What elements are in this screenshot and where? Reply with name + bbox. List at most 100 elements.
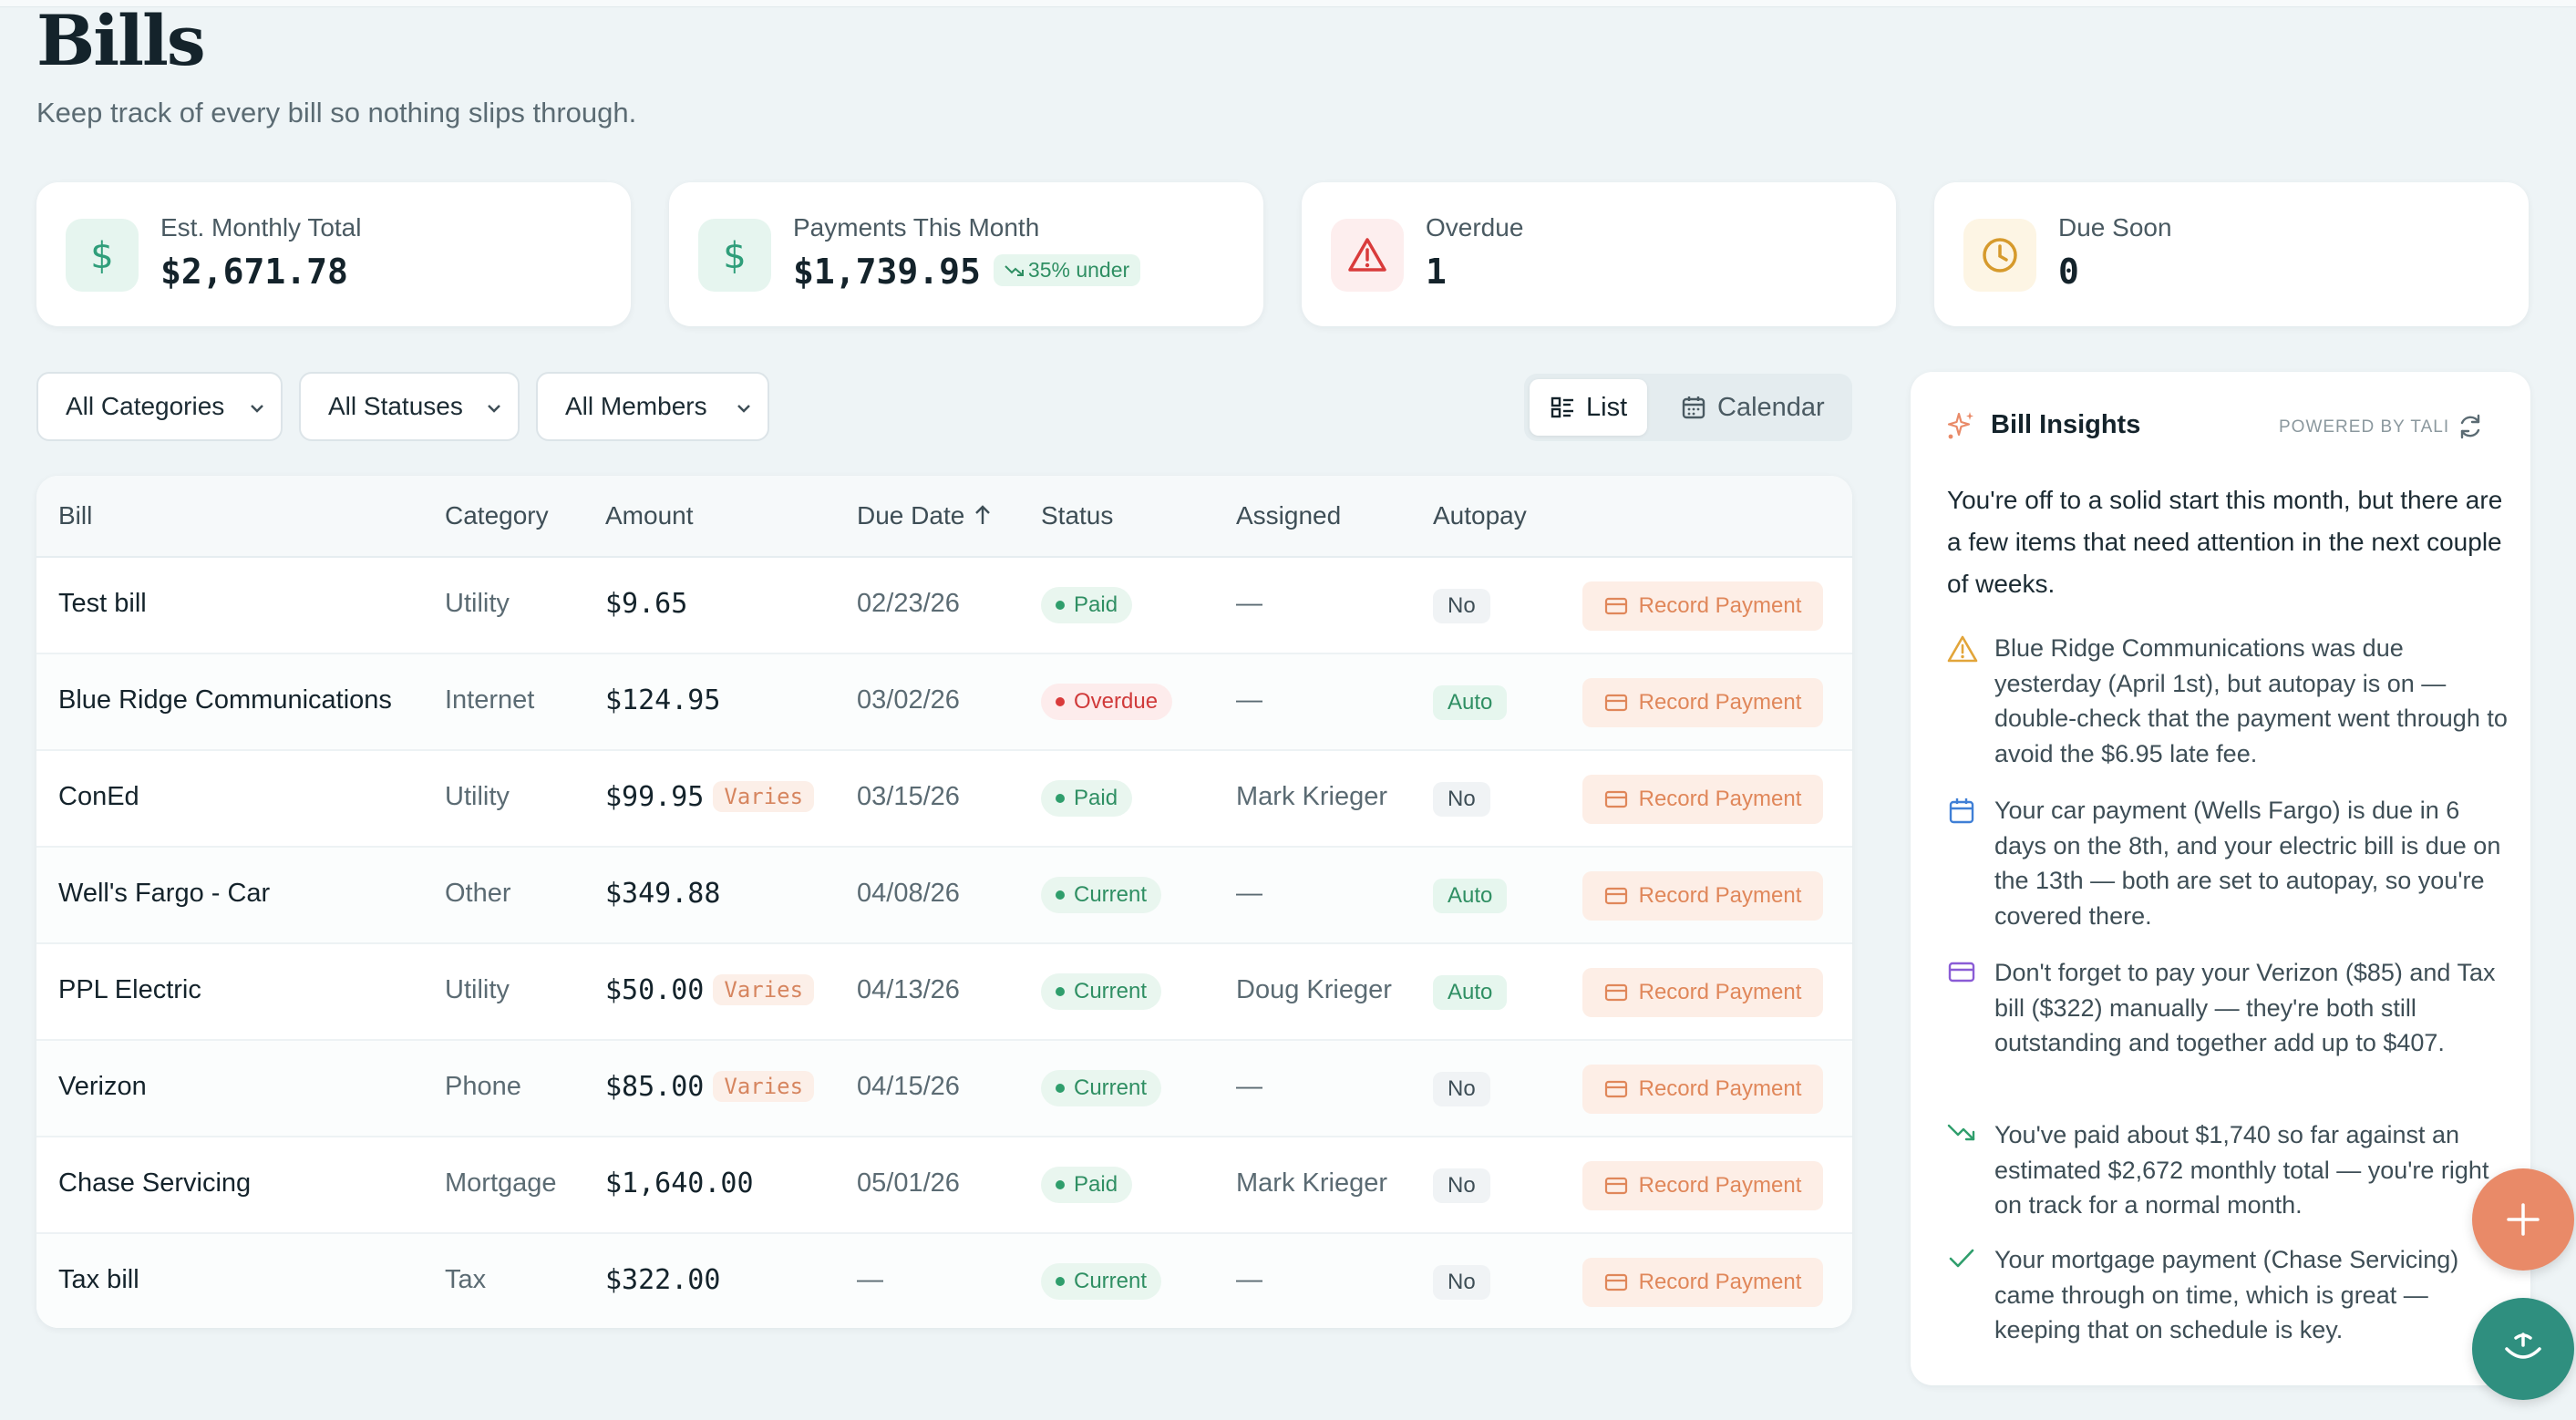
calendar-icon [1949, 798, 1974, 824]
column-header-amount[interactable]: Amount [605, 501, 694, 530]
status-dot [1056, 601, 1065, 610]
record-payment-button[interactable]: Record Payment [1582, 1065, 1823, 1114]
table-row[interactable]: Chase Servicing Mortgage $1,640.00 05/01/26… [36, 1137, 1852, 1234]
bill-due-date: 04/15/26 [857, 1072, 960, 1101]
card-icon [1604, 1273, 1627, 1291]
add-bill-button[interactable] [2472, 1168, 2574, 1271]
status-dot [1056, 1180, 1065, 1189]
table-row[interactable]: PPL Electric Utility $50.00 Varies 04/13/26 C… [36, 944, 1852, 1041]
record-payment-button[interactable]: Record Payment [1582, 678, 1823, 727]
status-label: Paid [1074, 1172, 1118, 1197]
record-payment-label: Record Payment [1638, 883, 1802, 908]
insight-item: Your mortgage payment (Chase Servicing) … [1947, 1242, 2512, 1348]
bill-amount: $349.88 [605, 878, 721, 910]
status-label: Paid [1074, 786, 1118, 810]
stat-card-payments-month: $ Payments This Month $1,739.95 35% under [669, 182, 1263, 326]
column-header-category[interactable]: Category [445, 501, 549, 530]
autopay-badge: No [1433, 589, 1490, 623]
bill-amount-cell: $1,640.00 [605, 1168, 754, 1199]
table-row[interactable]: ConEd Utility $99.95 Varies 03/15/26 Paid Mark… [36, 751, 1852, 848]
bill-name: Blue Ridge Communications [58, 685, 392, 715]
record-payment-button[interactable]: Record Payment [1582, 1258, 1823, 1307]
status-label: Current [1074, 882, 1148, 907]
card-icon [1604, 694, 1627, 712]
record-payment-button[interactable]: Record Payment [1582, 1161, 1823, 1210]
status-badge: Paid [1041, 587, 1133, 623]
bill-amount-cell: $349.88 [605, 878, 720, 910]
record-payment-button[interactable]: Record Payment [1582, 968, 1823, 1017]
bill-category: Phone [445, 1072, 521, 1101]
status-label: Overdue [1074, 689, 1159, 714]
calendar-view-button[interactable]: Calendar [1661, 379, 1845, 436]
list-view-button[interactable]: List [1530, 379, 1648, 436]
stat-value: 0 [2058, 252, 2079, 292]
table-row[interactable]: Blue Ridge Communications Internet $124.95… [36, 654, 1852, 751]
table-row[interactable]: Test bill Utility $9.65 02/23/26 Paid — No Reco… [36, 558, 1852, 654]
bill-assigned: — [1236, 879, 1262, 908]
page-title: Bills [36, 0, 206, 81]
status-filter-value: All Statuses [328, 392, 463, 420]
card-icon [1604, 1177, 1627, 1195]
column-header-bill[interactable]: Bill [58, 501, 93, 530]
dollar-icon: $ [66, 219, 139, 292]
dollar-icon: $ [698, 219, 771, 292]
member-filter[interactable]: All Members [536, 372, 769, 441]
stat-label: Payments This Month [793, 213, 1040, 242]
svg-text:$: $ [723, 235, 746, 275]
bill-amount: $85.00 [605, 1071, 705, 1103]
bill-amount: $9.65 [605, 588, 688, 620]
record-payment-label: Record Payment [1638, 1270, 1802, 1294]
check-icon [1949, 1249, 1974, 1268]
bill-amount-cell: $99.95 Varies [605, 781, 815, 814]
bill-due-date: 05/01/26 [857, 1168, 960, 1198]
status-badge: Current [1041, 973, 1162, 1010]
varies-badge: Varies [713, 781, 815, 812]
varies-badge: Varies [713, 974, 815, 1005]
column-header-due-date-label: Due Date [857, 501, 965, 530]
record-payment-button[interactable]: Record Payment [1582, 581, 1823, 631]
bill-amount-cell: $322.00 [605, 1264, 720, 1296]
status-dot [1056, 794, 1065, 803]
refresh-icon[interactable] [2456, 412, 2485, 441]
insight-item: Don't forget to pay your Verizon ($85) a… [1947, 955, 2512, 1061]
assistant-chat-button[interactable] [2472, 1298, 2574, 1400]
bill-assigned: — [1236, 1072, 1262, 1101]
svg-text:$: $ [90, 235, 113, 275]
insight-text: Blue Ridge Communications was due yester… [1994, 634, 2508, 767]
trend-badge: 35% under [993, 254, 1141, 287]
card-icon [1604, 983, 1627, 1002]
bill-insights-panel: Bill Insights POWERED BY TALI You're off… [1911, 372, 2530, 1385]
record-payment-button[interactable]: Record Payment [1582, 775, 1823, 824]
clock-icon [1963, 219, 2036, 292]
stat-label: Due Soon [2058, 213, 2172, 242]
bill-assigned: — [1236, 589, 1262, 618]
column-header-autopay[interactable]: Autopay [1433, 501, 1527, 530]
table-row[interactable]: Verizon Phone $85.00 Varies 04/15/26 Current —… [36, 1041, 1852, 1137]
trend-down-icon [1947, 1124, 1975, 1141]
status-filter[interactable]: All Statuses [299, 372, 520, 441]
status-badge: Paid [1041, 1167, 1133, 1203]
table-row[interactable]: Tax bill Tax $322.00 — Current — No Record Paym… [36, 1234, 1852, 1328]
stat-value: $2,671.78 [160, 252, 348, 292]
calendar-icon [1682, 396, 1705, 419]
chevron-down-icon [737, 405, 750, 413]
insights-summary: You're off to a solid start this month, … [1947, 486, 2503, 598]
bill-assigned: — [1236, 685, 1262, 715]
category-filter[interactable]: All Categories [36, 372, 283, 441]
record-payment-label: Record Payment [1638, 980, 1802, 1004]
category-filter-value: All Categories [66, 392, 225, 420]
table-row[interactable]: Well's Fargo - Car Other $349.88 04/08/26 Cu… [36, 848, 1852, 944]
bill-category: Other [445, 879, 511, 908]
autopay-badge: Auto [1433, 879, 1508, 913]
bill-amount: $99.95 [605, 781, 705, 813]
column-header-due-date[interactable]: Due Date [857, 501, 994, 530]
chevron-down-icon [488, 405, 500, 413]
column-header-assigned[interactable]: Assigned [1236, 501, 1342, 530]
view-toggle: List Calendar [1524, 374, 1852, 441]
bill-amount: $322.00 [605, 1264, 721, 1296]
record-payment-button[interactable]: Record Payment [1582, 871, 1823, 921]
status-dot [1056, 1277, 1065, 1286]
status-dot [1056, 890, 1065, 900]
column-header-status[interactable]: Status [1041, 501, 1114, 530]
record-payment-label: Record Payment [1638, 1173, 1802, 1198]
